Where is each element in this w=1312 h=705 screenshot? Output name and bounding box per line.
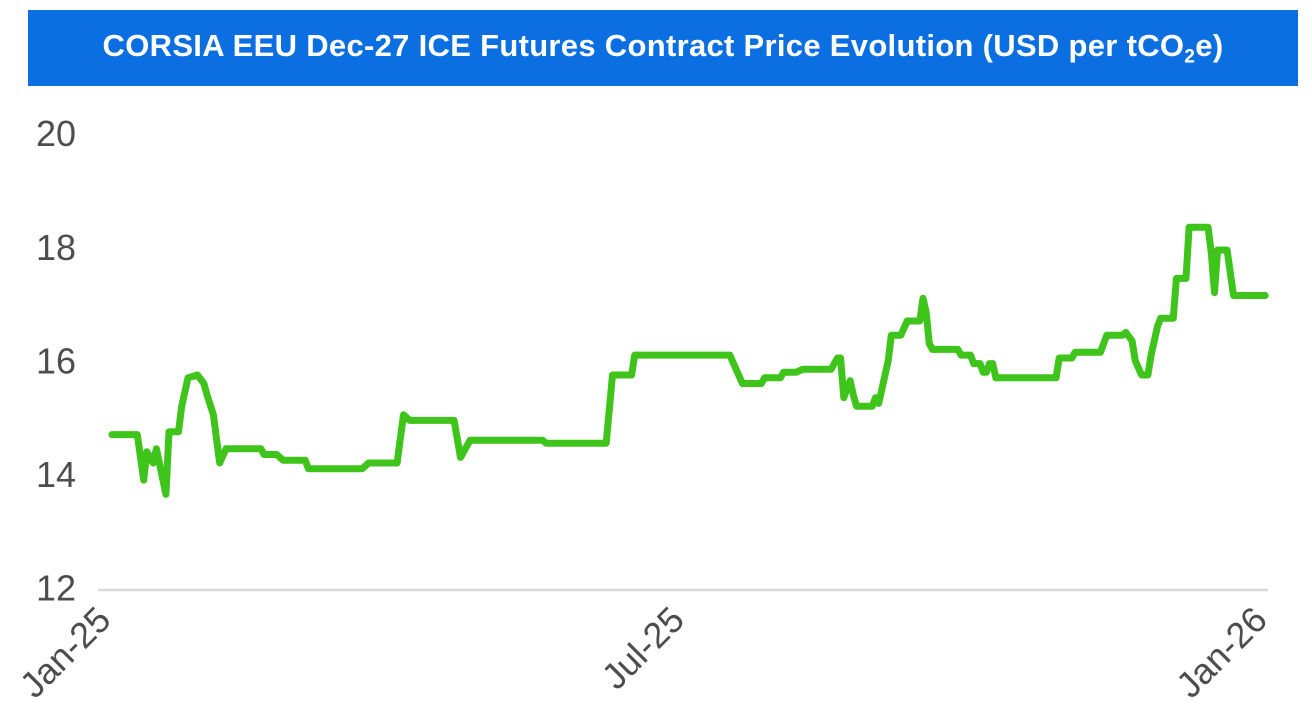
title-banner: CORSIA EEU Dec-27 ICE Futures Contract P… [28, 10, 1298, 86]
chart-title-prefix: CORSIA EEU Dec-27 ICE Futures Contract P… [102, 27, 1185, 63]
y-axis-tick-label: 20 [36, 113, 76, 154]
y-axis-tick-label: 14 [36, 454, 76, 495]
x-axis-tick-label: Jul-25 [594, 599, 692, 697]
chart-title: CORSIA EEU Dec-27 ICE Futures Contract P… [103, 28, 1224, 68]
price-line [108, 223, 1269, 498]
x-axis-tick-label: Jan-25 [12, 599, 119, 705]
y-axis-tick-label: 12 [36, 568, 76, 609]
x-axis-tick-label: Jan-26 [1168, 599, 1275, 705]
y-axis-tick-label: 18 [36, 227, 76, 268]
y-axis-tick-label: 16 [36, 340, 76, 381]
chart-title-co2-subscript: 2 [1184, 46, 1196, 68]
chart-title-suffix: e) [1195, 27, 1224, 63]
